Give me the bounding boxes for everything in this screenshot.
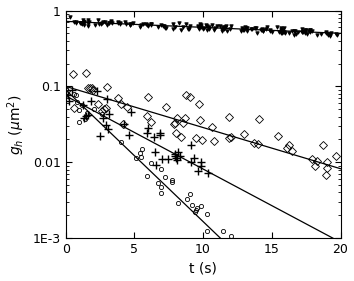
Y-axis label: $g_h$ ($\mu$m$^2$): $g_h$ ($\mu$m$^2$) xyxy=(6,94,27,155)
X-axis label: t (s): t (s) xyxy=(189,261,217,275)
